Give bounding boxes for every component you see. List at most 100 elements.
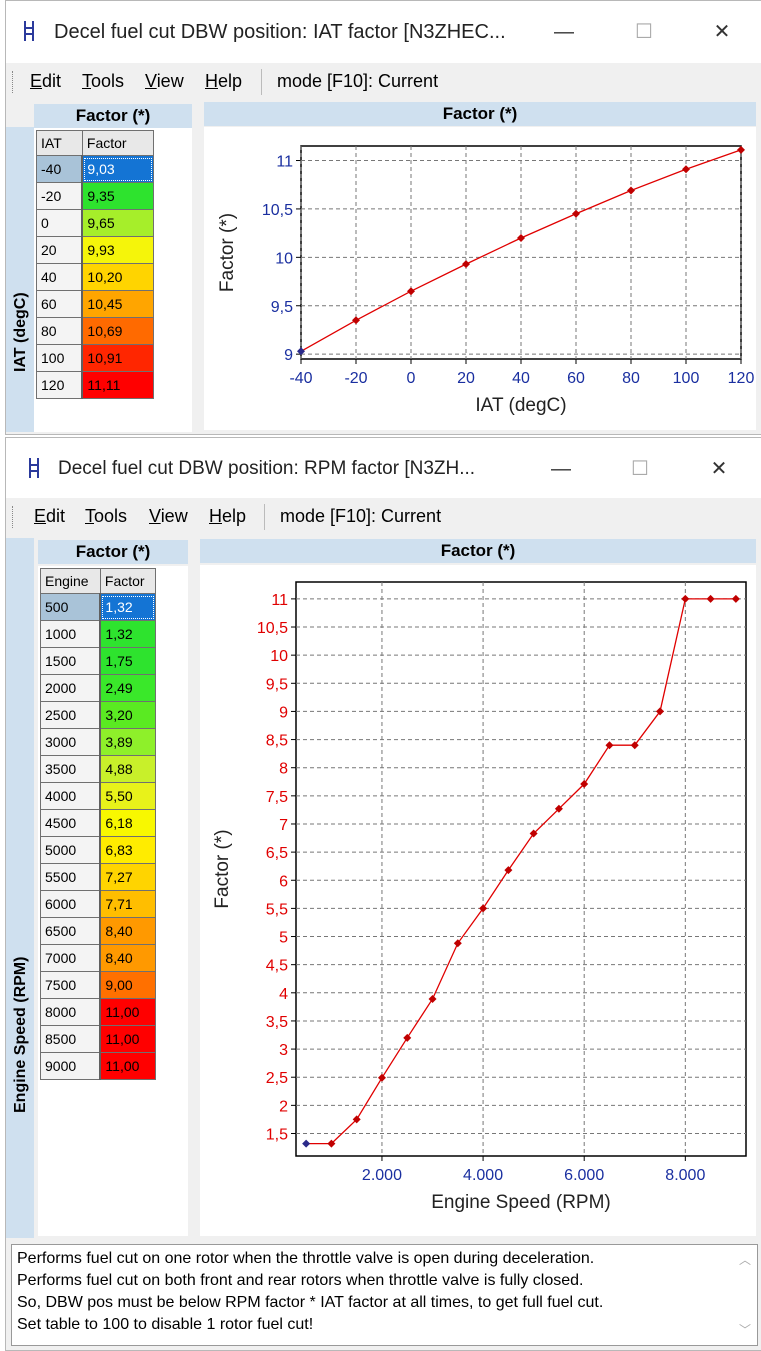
value-cell[interactable]: 9,00 — [99, 971, 157, 999]
close-icon[interactable]: ✕ — [713, 21, 731, 43]
value-cell[interactable]: 11,00 — [99, 1052, 157, 1080]
table-row: 6500 8,40 — [40, 917, 157, 945]
description-box[interactable]: Performs fuel cut on one rotor when the … — [11, 1244, 758, 1346]
row-header-cell[interactable]: 40 — [36, 263, 84, 291]
row-header-cell[interactable]: 8500 — [40, 1025, 102, 1053]
value-cell[interactable]: 1,32 — [99, 593, 157, 621]
y-tick-label: 10,5 — [257, 620, 288, 637]
menu-help[interactable]: Help — [209, 506, 247, 526]
toolbar-grip[interactable] — [12, 506, 15, 528]
row-header-cell[interactable]: 5500 — [40, 863, 102, 891]
minimize-icon[interactable]: — — [551, 458, 571, 480]
value-cell[interactable]: 6,83 — [99, 836, 157, 864]
row-header-cell[interactable]: 1500 — [40, 647, 102, 675]
table-row: 3000 3,89 — [40, 728, 157, 756]
row-header-cell[interactable]: 2500 — [40, 701, 102, 729]
menu-tools[interactable]: Tools — [85, 506, 128, 526]
rpm-factor-chart: 1,5 2 2,5 3 3,5 4 4,5 5 5,5 6 6,5 7 7,5 8 8,5 9 9,5 10 10,… — [212, 581, 747, 1213]
toolbar-grip[interactable] — [12, 71, 15, 93]
value-cell[interactable]: 8,40 — [99, 944, 157, 972]
value-cell[interactable]: 2,49 — [99, 674, 157, 702]
row-header-cell[interactable]: 0 — [36, 209, 84, 237]
y-tick-label: 9 — [284, 347, 293, 364]
value-cell[interactable]: 11,00 — [99, 998, 157, 1026]
value-cell[interactable]: 9,35 — [81, 182, 155, 210]
row-header-cell[interactable]: -20 — [36, 182, 84, 210]
value-cell[interactable]: 3,20 — [99, 701, 157, 729]
row-header-cell[interactable]: 3500 — [40, 755, 102, 783]
value-cell[interactable]: 7,71 — [99, 890, 157, 918]
menu-edit[interactable]: Edit — [34, 506, 66, 526]
data-point — [479, 904, 488, 913]
row-header-cell[interactable]: 7500 — [40, 971, 102, 999]
row-header-cell[interactable]: 2000 — [40, 674, 102, 702]
title-bar[interactable]: Decel fuel cut DBW position: RPM factor … — [6, 438, 761, 498]
y-tick-label: 6 — [279, 873, 288, 890]
menu-tools[interactable]: Tools — [82, 71, 125, 91]
value-cell[interactable]: 9,03 — [81, 155, 155, 183]
row-header-cell[interactable]: 60 — [36, 290, 84, 318]
menu-view[interactable]: View — [149, 506, 188, 526]
axis-column-header[interactable]: IAT — [36, 130, 83, 156]
row-header-cell[interactable]: 20 — [36, 236, 84, 264]
minimize-icon[interactable]: — — [554, 21, 574, 43]
menu-edit[interactable]: Edit — [30, 71, 62, 91]
value-cell[interactable]: 1,75 — [99, 647, 157, 675]
value-column-header[interactable]: Factor — [99, 568, 157, 594]
value-cell[interactable]: 10,20 — [81, 263, 155, 291]
y-tick-label: 1,5 — [266, 1126, 288, 1143]
value-cell[interactable]: 10,69 — [81, 317, 155, 345]
mode-indicator[interactable]: mode [F10]: Current — [280, 506, 442, 526]
maximize-icon[interactable]: ☐ — [635, 21, 653, 43]
value-cell[interactable]: 9,65 — [81, 209, 155, 237]
row-header-cell[interactable]: 9000 — [40, 1052, 102, 1080]
row-header-cell[interactable]: 3000 — [40, 728, 102, 756]
row-header-cell[interactable]: 1000 — [40, 620, 102, 648]
value-cell[interactable]: 6,18 — [99, 809, 157, 837]
row-header-cell[interactable]: 5000 — [40, 836, 102, 864]
row-header-cell[interactable]: 100 — [36, 344, 84, 372]
value-cell[interactable]: 11,00 — [99, 1025, 157, 1053]
scroll-up-icon[interactable]: ︿ — [738, 1253, 751, 1267]
value-cell[interactable]: 11,11 — [81, 371, 155, 399]
title-bar[interactable]: Decel fuel cut DBW position: IAT factor … — [6, 1, 761, 63]
value-cell[interactable]: 10,45 — [81, 290, 155, 318]
mode-indicator[interactable]: mode [F10]: Current — [277, 71, 439, 91]
value-cell[interactable]: 10,91 — [81, 344, 155, 372]
value-cell[interactable]: 9,93 — [81, 236, 155, 264]
row-header-cell[interactable]: 6000 — [40, 890, 102, 918]
menu-help[interactable]: Help — [205, 71, 243, 91]
row-header-cell[interactable]: 80 — [36, 317, 84, 345]
value-cell[interactable]: 3,89 — [99, 728, 157, 756]
x-tick-label: 8.000 — [665, 1167, 705, 1184]
data-point — [297, 347, 305, 356]
y-tick-label: 9,5 — [266, 676, 288, 693]
row-header-cell[interactable]: -40 — [36, 155, 84, 183]
value-cell[interactable]: 1,32 — [99, 620, 157, 648]
data-point — [580, 780, 589, 789]
value-cell[interactable]: 4,88 — [99, 755, 157, 783]
value-column-header[interactable]: Factor — [81, 130, 155, 156]
iat-factor-window: Decel fuel cut DBW position: IAT factor … — [5, 0, 761, 435]
description-line: Set table to 100 to disable 1 rotor fuel… — [17, 1316, 314, 1333]
scroll-down-icon[interactable]: ﹀ — [738, 1323, 751, 1337]
chart-area: 1,5 2 2,5 3 3,5 4 4,5 5 5,5 6 6,5 7 7,5 8 8,5 9 9,5 10 10,… — [200, 565, 756, 1236]
row-header-cell[interactable]: 4000 — [40, 782, 102, 810]
row-header-cell[interactable]: 6500 — [40, 917, 102, 945]
value-cell[interactable]: 5,50 — [99, 782, 157, 810]
maximize-icon[interactable]: ☐ — [631, 458, 649, 480]
row-header-cell[interactable]: 120 — [36, 371, 84, 399]
chart-area: 9 9,5 10 10,5 11 -40 -20 0 20 40 60 80 100 120 IAT (de… — [204, 127, 756, 430]
description-line: Performs fuel cut on both front and rear… — [17, 1272, 584, 1289]
x-tick-label: 4.000 — [463, 1167, 503, 1184]
row-header-cell[interactable]: 4500 — [40, 809, 102, 837]
row-header-cell[interactable]: 8000 — [40, 998, 102, 1026]
y-tick-label: 9,5 — [271, 299, 293, 316]
value-cell[interactable]: 7,27 — [99, 863, 157, 891]
value-cell[interactable]: 8,40 — [99, 917, 157, 945]
axis-column-header[interactable]: Engine — [40, 568, 101, 594]
close-icon[interactable]: ✕ — [710, 458, 728, 480]
row-header-cell[interactable]: 500 — [40, 593, 102, 621]
menu-view[interactable]: View — [145, 71, 184, 91]
row-header-cell[interactable]: 7000 — [40, 944, 102, 972]
